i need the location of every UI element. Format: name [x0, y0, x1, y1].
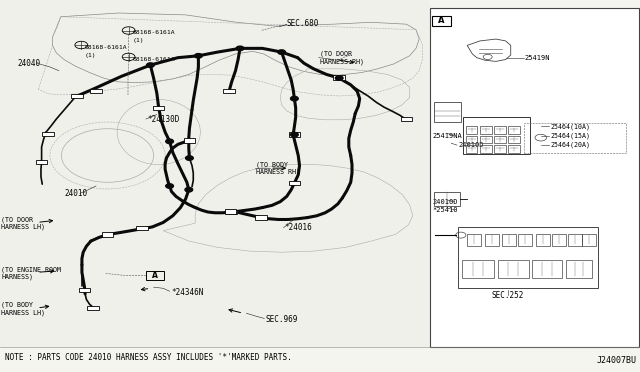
Bar — [508, 126, 520, 134]
Bar — [485, 234, 499, 246]
Text: 25419N: 25419N — [525, 55, 550, 61]
Bar — [480, 145, 492, 153]
Bar — [434, 102, 461, 122]
Bar — [225, 209, 236, 214]
Bar — [494, 136, 506, 143]
Circle shape — [186, 156, 193, 160]
Text: (TO DOOR
HARNESS LH): (TO DOOR HARNESS LH) — [1, 216, 45, 230]
Circle shape — [195, 54, 202, 58]
Bar — [532, 260, 562, 278]
Bar — [508, 145, 520, 153]
Bar — [289, 132, 300, 137]
Bar — [434, 192, 460, 206]
Text: 08168-6161A: 08168-6161A — [132, 57, 175, 62]
Bar — [463, 117, 530, 154]
Text: 25464(10A): 25464(10A) — [550, 123, 590, 130]
Text: (TO BODY
HARNESS LH): (TO BODY HARNESS LH) — [1, 302, 45, 316]
Circle shape — [236, 46, 244, 51]
Bar — [226, 210, 237, 214]
Bar — [494, 126, 506, 134]
Bar — [153, 106, 164, 110]
Bar — [582, 234, 596, 246]
Bar — [552, 234, 566, 246]
Text: 25464(15A): 25464(15A) — [550, 132, 590, 139]
Bar — [494, 145, 506, 153]
Text: (TO BODY
HARNESS RH): (TO BODY HARNESS RH) — [256, 161, 300, 175]
Circle shape — [147, 63, 154, 67]
Bar — [502, 234, 516, 246]
Text: 08168-6161A: 08168-6161A — [132, 30, 175, 35]
Bar — [223, 89, 235, 93]
Bar — [480, 126, 492, 134]
Text: 25464(20A): 25464(20A) — [550, 142, 590, 148]
Bar — [102, 232, 113, 237]
Circle shape — [291, 96, 298, 101]
Text: (TO DOOR
HARNESS RH): (TO DOOR HARNESS RH) — [320, 51, 364, 65]
Bar — [42, 132, 54, 136]
Text: 24010D: 24010D — [433, 199, 458, 205]
Text: (1): (1) — [85, 53, 97, 58]
Bar — [136, 226, 148, 230]
Bar — [458, 227, 598, 288]
Text: *25410: *25410 — [433, 207, 458, 213]
Bar — [566, 260, 592, 278]
Bar — [255, 215, 267, 220]
Text: J24007BU: J24007BU — [596, 356, 637, 365]
Text: A: A — [438, 16, 445, 25]
FancyBboxPatch shape — [432, 16, 451, 26]
Circle shape — [278, 50, 285, 54]
Text: 25419NA: 25419NA — [433, 133, 462, 139]
Bar — [518, 234, 532, 246]
Text: 24040: 24040 — [18, 59, 41, 68]
Circle shape — [335, 76, 343, 80]
Bar — [289, 181, 300, 185]
Text: SEC.680: SEC.680 — [287, 19, 319, 28]
Bar — [87, 306, 99, 310]
Bar — [524, 123, 626, 153]
Bar — [71, 94, 83, 98]
Bar — [466, 136, 477, 143]
Text: NOTE : PARTS CODE 24010 HARNESS ASSY INCLUDES '*'MARKED PARTS.: NOTE : PARTS CODE 24010 HARNESS ASSY INC… — [5, 353, 292, 362]
Bar — [498, 260, 529, 278]
FancyBboxPatch shape — [146, 271, 164, 280]
Bar — [90, 89, 102, 93]
Text: 24010D: 24010D — [458, 142, 484, 148]
Bar — [466, 145, 477, 153]
Bar — [568, 234, 582, 246]
Bar — [36, 160, 47, 164]
Text: *24016: *24016 — [285, 223, 312, 232]
Bar — [508, 136, 520, 143]
Circle shape — [185, 187, 193, 192]
Circle shape — [166, 184, 173, 188]
Bar — [467, 234, 481, 246]
Bar — [184, 138, 195, 143]
Circle shape — [166, 139, 173, 144]
Text: A: A — [152, 271, 158, 280]
Circle shape — [291, 132, 298, 137]
Text: (1): (1) — [132, 38, 144, 43]
Bar — [430, 8, 639, 347]
Bar — [462, 260, 494, 278]
Bar — [79, 288, 90, 292]
Text: *24130D: *24130D — [147, 115, 180, 124]
Bar — [333, 75, 345, 80]
Text: 08168-6161A: 08168-6161A — [85, 45, 128, 50]
Bar — [536, 234, 550, 246]
Text: (TO ENGINE ROOM
HARNESS): (TO ENGINE ROOM HARNESS) — [1, 266, 61, 280]
Text: SEC.252: SEC.252 — [492, 291, 524, 300]
Text: *24346N: *24346N — [172, 288, 204, 296]
Bar — [401, 117, 412, 121]
Bar — [480, 136, 492, 143]
Text: SEC.969: SEC.969 — [266, 315, 298, 324]
Bar — [0, 0, 430, 347]
Text: 24010: 24010 — [64, 189, 87, 198]
Bar — [466, 126, 477, 134]
